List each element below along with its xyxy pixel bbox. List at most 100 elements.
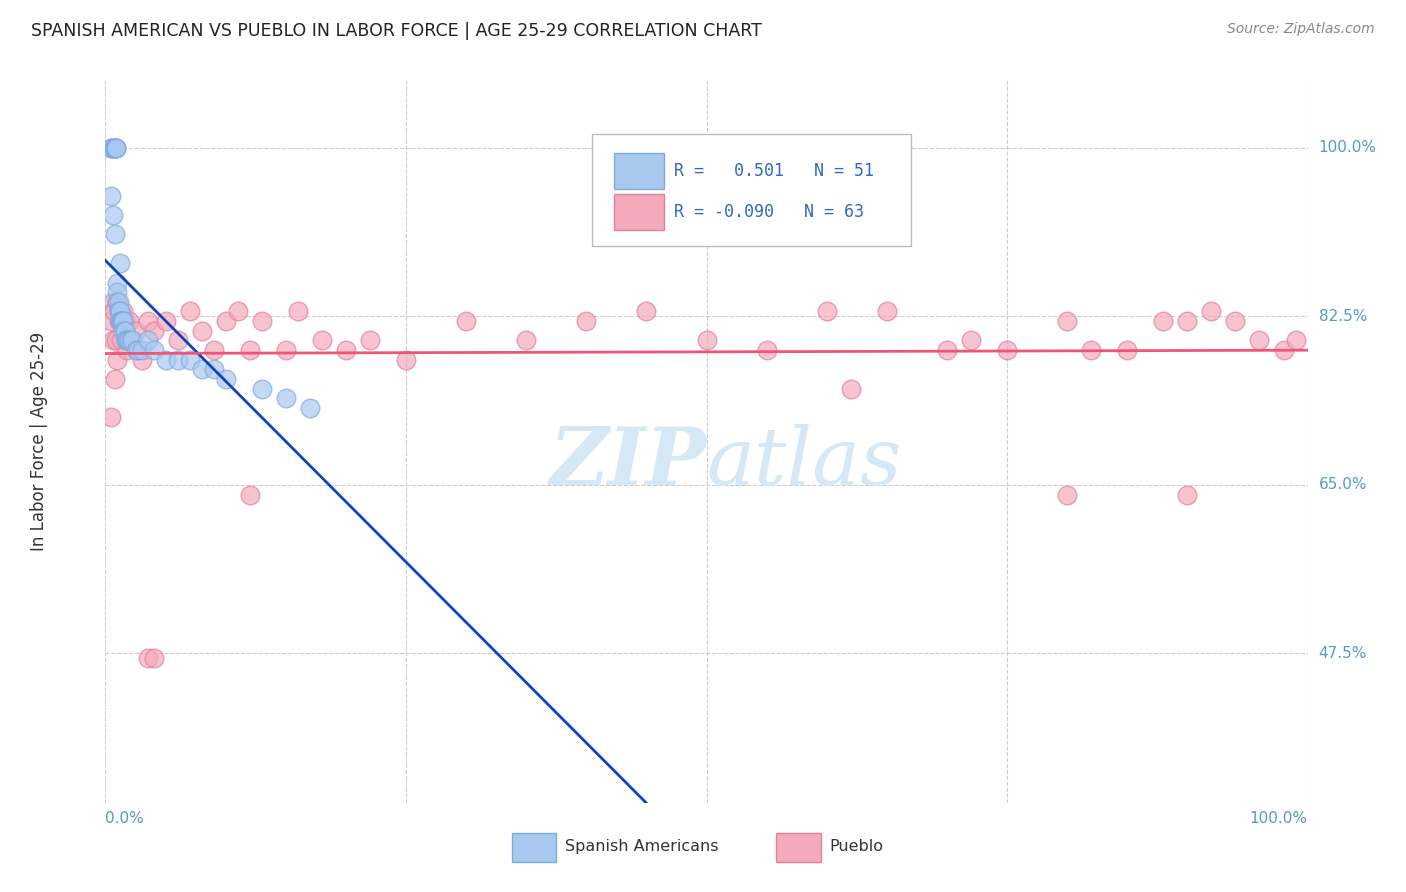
Text: 100.0%: 100.0% [1319, 140, 1376, 155]
Point [111, 314, 134, 328]
Point [250, 382, 273, 396]
Point [1056, 487, 1078, 501]
FancyBboxPatch shape [614, 194, 665, 230]
Point [127, 343, 149, 357]
Point [105, 141, 128, 155]
Text: Source: ZipAtlas.com: Source: ZipAtlas.com [1227, 22, 1375, 37]
Text: In Labor Force | Age 25-29: In Labor Force | Age 25-29 [31, 332, 48, 551]
Point [107, 294, 129, 309]
Point [142, 324, 165, 338]
Point [101, 294, 124, 309]
Point [214, 314, 236, 328]
Point [108, 304, 131, 318]
Point [107, 304, 129, 318]
Point [101, 334, 124, 348]
Point [515, 334, 537, 348]
Point [104, 141, 127, 155]
Point [1272, 343, 1295, 357]
Text: 65.0%: 65.0% [1319, 477, 1367, 492]
Text: SPANISH AMERICAN VS PUEBLO IN LABOR FORCE | AGE 25-29 CORRELATION CHART: SPANISH AMERICAN VS PUEBLO IN LABOR FORC… [31, 22, 762, 40]
Point [359, 334, 381, 348]
Point [456, 314, 478, 328]
Point [335, 343, 357, 357]
Point [121, 334, 143, 348]
Point [100, 189, 122, 203]
Point [274, 391, 297, 405]
Point [115, 343, 138, 357]
Point [395, 352, 418, 367]
Point [311, 334, 333, 348]
Point [190, 362, 212, 376]
Point [142, 343, 165, 357]
Point [107, 276, 129, 290]
Point [104, 372, 127, 386]
Point [100, 314, 122, 328]
Point [166, 352, 188, 367]
Point [876, 304, 898, 318]
Point [107, 352, 129, 367]
Text: Spanish Americans: Spanish Americans [565, 839, 718, 855]
Point [121, 334, 143, 348]
Point [131, 343, 153, 357]
Point [105, 141, 128, 155]
Point [100, 141, 122, 155]
Point [124, 324, 146, 338]
Point [108, 256, 131, 270]
Point [103, 304, 125, 318]
Point [250, 314, 273, 328]
FancyBboxPatch shape [592, 135, 911, 246]
Point [1152, 314, 1174, 328]
FancyBboxPatch shape [614, 153, 665, 189]
Point [112, 324, 135, 338]
Point [112, 304, 135, 318]
FancyBboxPatch shape [512, 833, 557, 862]
Point [142, 651, 165, 665]
Point [696, 334, 718, 348]
Point [110, 314, 132, 328]
Point [114, 324, 136, 338]
Point [575, 314, 598, 328]
Point [298, 401, 321, 415]
Point [1056, 314, 1078, 328]
Point [636, 304, 658, 318]
Point [112, 314, 135, 328]
Point [105, 141, 128, 155]
Point [107, 285, 129, 300]
Point [960, 334, 983, 348]
Point [100, 141, 122, 155]
Point [202, 362, 225, 376]
Point [995, 343, 1018, 357]
Point [114, 314, 136, 328]
Point [115, 334, 138, 348]
Point [1177, 487, 1199, 501]
Point [226, 304, 249, 318]
Point [155, 352, 177, 367]
Point [190, 324, 212, 338]
Point [110, 314, 132, 328]
Point [166, 334, 188, 348]
Point [104, 227, 127, 242]
Point [202, 343, 225, 357]
Point [103, 141, 125, 155]
Text: atlas: atlas [707, 425, 901, 502]
Point [124, 343, 146, 357]
Point [136, 334, 159, 348]
Point [110, 334, 132, 348]
Point [118, 334, 141, 348]
Text: 0.0%: 0.0% [105, 811, 145, 825]
Point [1177, 314, 1199, 328]
Text: R = -0.090   N = 63: R = -0.090 N = 63 [673, 202, 865, 221]
Point [136, 651, 159, 665]
Text: R =   0.501   N = 51: R = 0.501 N = 51 [673, 161, 875, 179]
FancyBboxPatch shape [776, 833, 821, 862]
Point [1116, 343, 1139, 357]
Point [131, 352, 153, 367]
Point [1225, 314, 1247, 328]
Point [107, 304, 129, 318]
Point [103, 141, 125, 155]
Point [107, 314, 129, 328]
Point [1201, 304, 1223, 318]
Point [1080, 343, 1102, 357]
Point [179, 304, 201, 318]
Point [1284, 334, 1306, 348]
